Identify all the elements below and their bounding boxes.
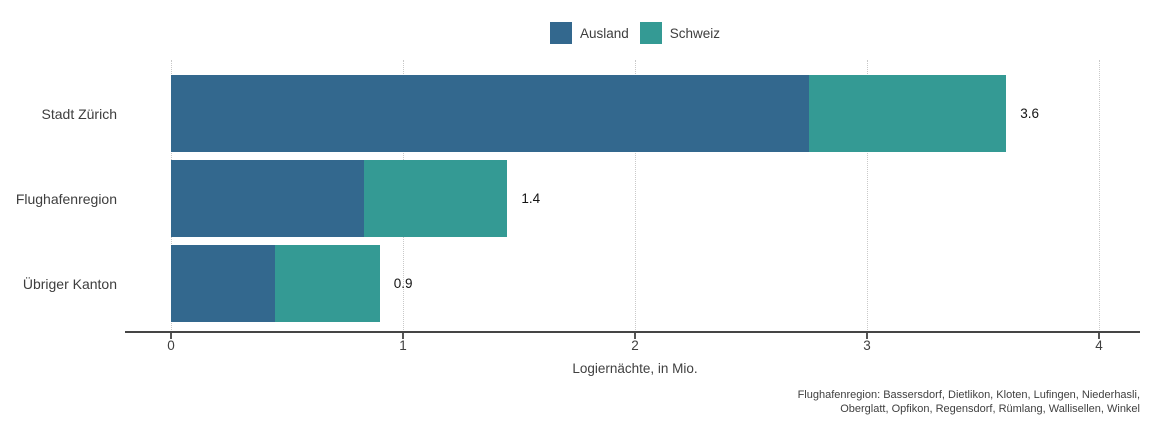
tick-label-x-4: 4 xyxy=(1095,338,1103,353)
tick-mark-x-1 xyxy=(402,333,404,339)
bar-segment-ausland xyxy=(171,245,276,322)
tick-label-x-3: 3 xyxy=(863,338,871,353)
chart-legend: Ausland Schweiz xyxy=(171,21,1099,45)
tick-mark-x-0 xyxy=(170,333,172,339)
bar-row xyxy=(171,75,1007,152)
x-axis-title: Logiernächte, in Mio. xyxy=(572,361,698,376)
footnote-line-1: Flughafenregion: Bassersdorf, Dietlikon,… xyxy=(797,389,1140,401)
tick-label-x-0: 0 xyxy=(167,338,175,353)
bar-row xyxy=(171,160,508,237)
legend-item-ausland: Ausland xyxy=(549,22,629,44)
gridline-x-2 xyxy=(635,60,636,332)
bar-segment-schweiz xyxy=(363,160,508,237)
bar-segment-ausland xyxy=(171,160,364,237)
tick-label-x-2: 2 xyxy=(631,338,639,353)
tick-mark-x-4 xyxy=(1098,333,1100,339)
category-label: Übriger Kanton xyxy=(22,275,117,292)
bar-segment-ausland xyxy=(171,75,809,152)
tick-label-x-1: 1 xyxy=(399,338,407,353)
bar-row xyxy=(171,245,380,322)
tick-mark-x-3 xyxy=(866,333,868,339)
bar-total-label: 0.9 xyxy=(393,276,413,291)
x-axis-line xyxy=(125,331,1140,333)
bar-segment-schweiz xyxy=(275,245,380,322)
bar-total-label: 1.4 xyxy=(521,191,541,206)
legend-swatch-ausland-icon xyxy=(549,22,572,44)
legend-item-schweiz: Schweiz xyxy=(639,22,721,44)
category-label: Flughafenregion xyxy=(15,190,117,207)
legend-label-ausland: Ausland xyxy=(579,25,629,41)
bar-segment-schweiz xyxy=(809,75,1007,152)
bar-total-label: 3.6 xyxy=(1020,106,1039,121)
footnote: Flughafenregion: Bassersdorf, Dietlikon,… xyxy=(798,388,1140,416)
gridline-x-4 xyxy=(1099,60,1100,332)
gridline-x-3 xyxy=(867,60,868,332)
tick-mark-x-2 xyxy=(634,333,636,339)
category-label: Stadt Zürich xyxy=(41,105,117,122)
legend-label-schweiz: Schweiz xyxy=(669,25,721,41)
footnote-line-2: Oberglatt, Opfikon, Regensdorf, Rümlang,… xyxy=(840,403,1140,415)
legend-swatch-schweiz-icon xyxy=(639,22,662,44)
